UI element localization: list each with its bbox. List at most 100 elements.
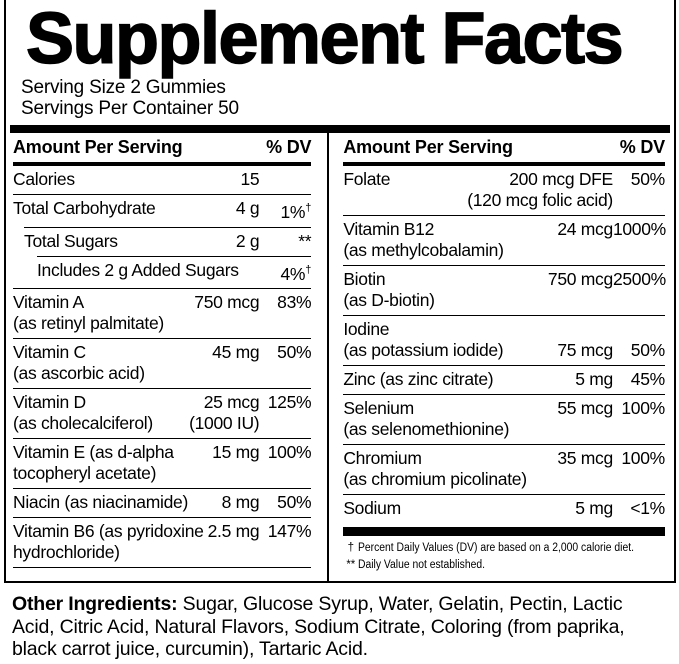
name-line: (as chromium picolinate) bbox=[343, 468, 527, 489]
nutrient-amount: 15 bbox=[236, 169, 259, 190]
dv-value: 83% bbox=[277, 292, 312, 313]
nutrient-name: Vitamin B12 (as methylcobalamin) bbox=[343, 219, 553, 261]
nutrient-dv: 83% bbox=[259, 292, 311, 313]
dv-value: 2500% bbox=[612, 268, 666, 289]
amount-line: 75 mcg bbox=[557, 339, 613, 360]
nutrient-dv: 50% bbox=[259, 492, 311, 513]
percent-dv-label: % DV bbox=[266, 136, 312, 157]
dv-value: 45% bbox=[630, 368, 665, 389]
name-line: Chromium bbox=[343, 447, 422, 468]
dv-footnote-marker: † bbox=[305, 201, 312, 214]
footnote-text: Daily Value not established. bbox=[358, 558, 486, 571]
amount-line: 2 g bbox=[235, 230, 260, 251]
nutrient-name: Biotin (as D-biotin) bbox=[343, 269, 544, 311]
serving-size: Serving Size 2 Gummies bbox=[21, 76, 226, 98]
table-row: Total Carbohydrate 4 g 1%† bbox=[13, 193, 312, 227]
amount-per-serving-label: Amount Per Serving bbox=[343, 136, 513, 157]
nutrient-dv: 147% bbox=[259, 521, 312, 542]
dv-value: 100% bbox=[621, 397, 665, 418]
dv-value: 1% bbox=[280, 201, 306, 222]
nutrient-dv: <1% bbox=[613, 498, 665, 519]
top-divider-bar bbox=[10, 124, 670, 133]
amount-line: 200 mcg DFE bbox=[509, 168, 613, 189]
name-line: Includes 2 g Added Sugars bbox=[37, 259, 239, 280]
name-line: hydrochloride) bbox=[13, 542, 120, 563]
dv-value: <1% bbox=[630, 497, 665, 518]
footnote-marker: ** bbox=[346, 558, 356, 571]
nutrient-amount: 75 mcg bbox=[553, 340, 613, 361]
amount-line: 15 mg bbox=[212, 442, 260, 463]
name-line: Selenium bbox=[343, 397, 414, 418]
nutrient-name: Vitamin E (as d-alpha tocopheryl acetate) bbox=[13, 442, 208, 484]
amount-line: 4 g bbox=[235, 197, 260, 218]
other-ingredients-text: Sugar, Glucose Syrup, Water, Gelatin, Pe… bbox=[12, 593, 625, 660]
name-line: Biotin bbox=[343, 268, 386, 289]
other-ingredients: Other Ingredients: Sugar, Glucose Syrup,… bbox=[12, 593, 667, 661]
amount-line: 5 mg bbox=[575, 368, 613, 389]
nutrient-dv: 1%† bbox=[259, 198, 311, 223]
dv-value: 50% bbox=[277, 342, 312, 363]
nutrient-dv: 45% bbox=[613, 369, 665, 390]
name-line: Vitamin C bbox=[13, 342, 86, 363]
nutrient-amount: 45 mg bbox=[208, 342, 259, 363]
table-row: Vitamin B12 (as methylcobalamin) 24 mcg 100… bbox=[343, 214, 666, 265]
nutrient-name: Vitamin C (as ascorbic acid) bbox=[13, 342, 208, 384]
nutrient-name: Vitamin A (as retinyl palmitate) bbox=[13, 292, 190, 334]
table-row: Vitamin E (as d-alpha tocopheryl acetate)… bbox=[13, 438, 312, 488]
nutrient-name: Includes 2 g Added Sugars bbox=[37, 260, 255, 281]
nutrient-dv: 100% bbox=[259, 442, 312, 463]
nutrient-name: Zinc (as zinc citrate) bbox=[343, 369, 571, 390]
amount-line: (1000 IU) bbox=[189, 413, 260, 434]
nutrient-dv: 2500% bbox=[612, 268, 666, 290]
nutrient-amount: 5 mg bbox=[571, 369, 613, 390]
dv-value: ** bbox=[298, 230, 312, 251]
name-line: tocopheryl acetate) bbox=[13, 463, 157, 484]
name-line: (as methylcobalamin) bbox=[343, 239, 504, 260]
table-row: Vitamin D (as cholecalciferol) 25 mcg (1000… bbox=[13, 388, 312, 438]
table-row: Chromium (as chromium picolinate) 35 mcg 10… bbox=[343, 443, 665, 494]
dv-value: 125% bbox=[267, 392, 312, 413]
dv-value: 50% bbox=[630, 339, 665, 360]
dv-value: 4% bbox=[280, 263, 306, 284]
amount-line: 5 mg bbox=[575, 497, 613, 518]
amount-line: 750 mcg bbox=[194, 292, 260, 313]
nutrient-dv: 50% bbox=[259, 342, 311, 363]
name-line: Total Carbohydrate bbox=[13, 197, 156, 218]
nutrient-name: Niacin (as niacinamide) bbox=[13, 492, 218, 513]
amount-per-serving-label: Amount Per Serving bbox=[13, 136, 183, 157]
nutrient-amount: 15 mg bbox=[208, 442, 259, 463]
amount-line: 15 bbox=[240, 168, 260, 189]
table-row: Zinc (as zinc citrate) 5 mg 45% bbox=[343, 364, 665, 394]
nutrient-name: Folate bbox=[343, 169, 463, 190]
name-line: Niacin (as niacinamide) bbox=[13, 492, 188, 513]
table-row: Vitamin C (as ascorbic acid) 45 mg 50% bbox=[13, 338, 312, 388]
nutrient-dv: 50% bbox=[613, 169, 665, 190]
nutrient-amount: 750 mcg bbox=[544, 269, 613, 290]
nutrient-amount: 8 mg bbox=[218, 492, 260, 513]
table-row: Includes 2 g Added Sugars 4%† bbox=[37, 255, 312, 289]
nutrient-amount: 35 mcg bbox=[553, 448, 613, 469]
footnote-divider-bar bbox=[343, 526, 665, 536]
name-line: (as selenomethionine) bbox=[343, 418, 510, 439]
amount-line: 24 mcg bbox=[557, 218, 613, 239]
footnote: ** Daily Value not established. bbox=[343, 558, 665, 573]
table-row: Folate 200 mcg DFE (120 mcg folic acid) 50% bbox=[343, 166, 665, 215]
table-row: Sodium 5 mg <1% bbox=[343, 493, 665, 523]
nutrient-dv: 125% bbox=[259, 392, 312, 413]
table-row: Iodine (as potassium iodide) 75 mcg 50% bbox=[343, 314, 665, 365]
column-header: Amount Per Serving % DV bbox=[343, 133, 665, 166]
table-row: Vitamin B6 (as pyridoxine hydrochloride) 2… bbox=[13, 517, 312, 569]
name-line: (as cholecalciferol) bbox=[13, 413, 153, 434]
nutrient-name: Chromium (as chromium picolinate) bbox=[343, 448, 553, 490]
dv-value: 50% bbox=[277, 492, 312, 513]
amount-line: 35 mcg bbox=[557, 447, 613, 468]
table-row: Vitamin A (as retinyl palmitate) 750 mcg 83… bbox=[13, 288, 312, 338]
amount-line: (120 mcg folic acid) bbox=[467, 189, 613, 210]
name-line: (as ascorbic acid) bbox=[13, 363, 145, 384]
name-line: Vitamin B12 bbox=[343, 218, 435, 239]
dv-value: 147% bbox=[267, 521, 312, 542]
name-line: Folate bbox=[343, 168, 391, 189]
dv-footnote-marker: † bbox=[305, 263, 312, 276]
servings-per-container: Servings Per Container 50 bbox=[21, 97, 239, 119]
dv-value: 100% bbox=[267, 442, 312, 463]
